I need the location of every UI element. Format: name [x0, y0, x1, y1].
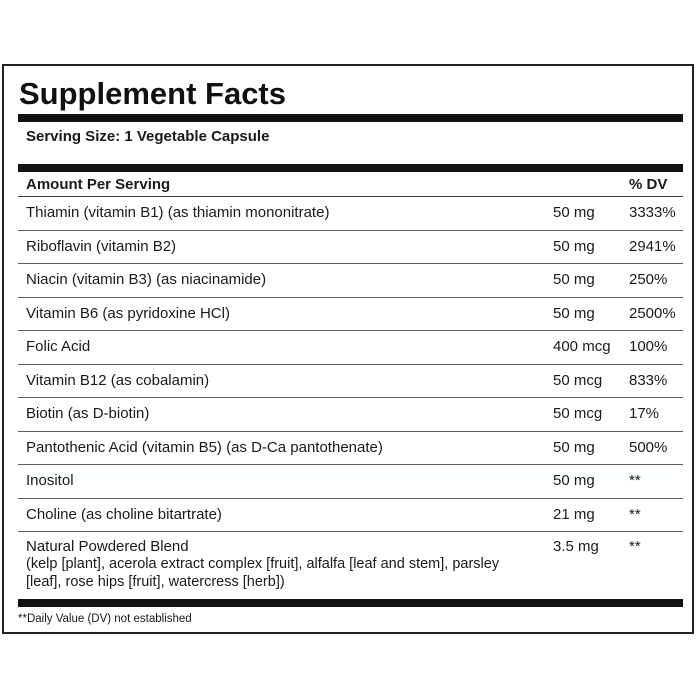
nutrient-name: Folic Acid — [26, 338, 91, 355]
nutrient-name: Vitamin B12 (as cobalamin) — [26, 371, 210, 389]
nutrient-amount: 50 mcg — [553, 371, 603, 389]
blend-name: Natural Powdered Blend — [26, 538, 189, 555]
nutrient-name: Inositol — [26, 472, 74, 489]
blend-ingredients: (kelp [plant], acerola extract complex [… — [26, 556, 500, 590]
supplement-facts-panel: Supplement Facts Serving Size: 1 Vegetab… — [2, 64, 694, 634]
thick-divider-top — [18, 114, 683, 122]
thick-divider-middle — [18, 164, 683, 172]
table-row: Thiamin (vitamin B1) (as thiamin mononit… — [18, 197, 683, 231]
nutrient-amount: 50 mg — [553, 438, 595, 456]
serving-size: Serving Size: 1 Vegetable Capsule — [26, 128, 270, 145]
table-row: Biotin (as D-biotin) 50 mcg 17% — [18, 398, 683, 432]
table-header: Amount Per Serving % DV — [18, 172, 683, 196]
nutrient-dv: 250% — [629, 271, 668, 288]
thick-divider-bottom — [18, 599, 683, 607]
nutrient-dv: 17% — [629, 405, 660, 422]
nutrient-amount: 50 mg — [553, 204, 595, 221]
nutrient-name: Riboflavin (vitamin B2) — [26, 237, 177, 255]
nutrient-amount: 50 mg — [553, 472, 595, 489]
nutrient-amount: 21 mg — [553, 505, 595, 523]
nutrient-dv: 2941% — [629, 237, 676, 255]
table-row-blend: Natural Powdered Blend (kelp [plant], ac… — [18, 532, 683, 600]
nutrient-name: Choline (as choline bitartrate) — [26, 505, 222, 523]
footnote: **Daily Value (DV) not established — [18, 613, 192, 625]
nutrient-amount: 50 mg — [553, 271, 595, 288]
nutrient-dv: 2500% — [629, 304, 676, 322]
header-divider — [18, 196, 683, 197]
nutrient-amount: 400 mcg — [553, 338, 611, 355]
blend-amount: 3.5 mg — [553, 538, 599, 555]
table-row: Choline (as choline bitartrate) 21 mg ** — [18, 499, 683, 532]
nutrient-dv: 100% — [629, 338, 668, 355]
nutrient-table: Thiamin (vitamin B1) (as thiamin mononit… — [18, 197, 683, 600]
nutrient-dv: 500% — [629, 438, 668, 456]
table-row: Inositol 50 mg ** — [18, 465, 683, 499]
nutrient-amount: 50 mg — [553, 304, 595, 322]
nutrient-dv: ** — [629, 472, 641, 489]
nutrient-amount: 50 mg — [553, 237, 595, 255]
dv-header: % DV — [629, 176, 668, 193]
nutrient-dv: ** — [629, 505, 641, 523]
nutrient-name: Thiamin (vitamin B1) (as thiamin mononit… — [26, 204, 330, 221]
table-row: Niacin (vitamin B3) (as niacinamide) 50 … — [18, 264, 683, 298]
nutrient-dv: 3333% — [629, 204, 676, 221]
table-row: Vitamin B6 (as pyridoxine HCl) 50 mg 250… — [18, 298, 683, 331]
table-row: Vitamin B12 (as cobalamin) 50 mcg 833% — [18, 365, 683, 398]
table-row: Pantothenic Acid (vitamin B5) (as D-Ca p… — [18, 432, 683, 465]
table-row: Folic Acid 400 mcg 100% — [18, 331, 683, 365]
nutrient-name: Niacin (vitamin B3) (as niacinamide) — [26, 271, 267, 288]
nutrient-name: Biotin (as D-biotin) — [26, 405, 150, 422]
nutrient-amount: 50 mcg — [553, 405, 603, 422]
panel-title: Supplement Facts — [19, 76, 286, 111]
blend-dv: ** — [629, 538, 641, 555]
nutrient-name: Pantothenic Acid (vitamin B5) (as D-Ca p… — [26, 438, 383, 456]
nutrient-name: Vitamin B6 (as pyridoxine HCl) — [26, 304, 230, 322]
nutrient-dv: 833% — [629, 371, 668, 389]
table-row: Riboflavin (vitamin B2) 50 mg 2941% — [18, 231, 683, 264]
amount-per-serving-header: Amount Per Serving — [26, 176, 171, 193]
